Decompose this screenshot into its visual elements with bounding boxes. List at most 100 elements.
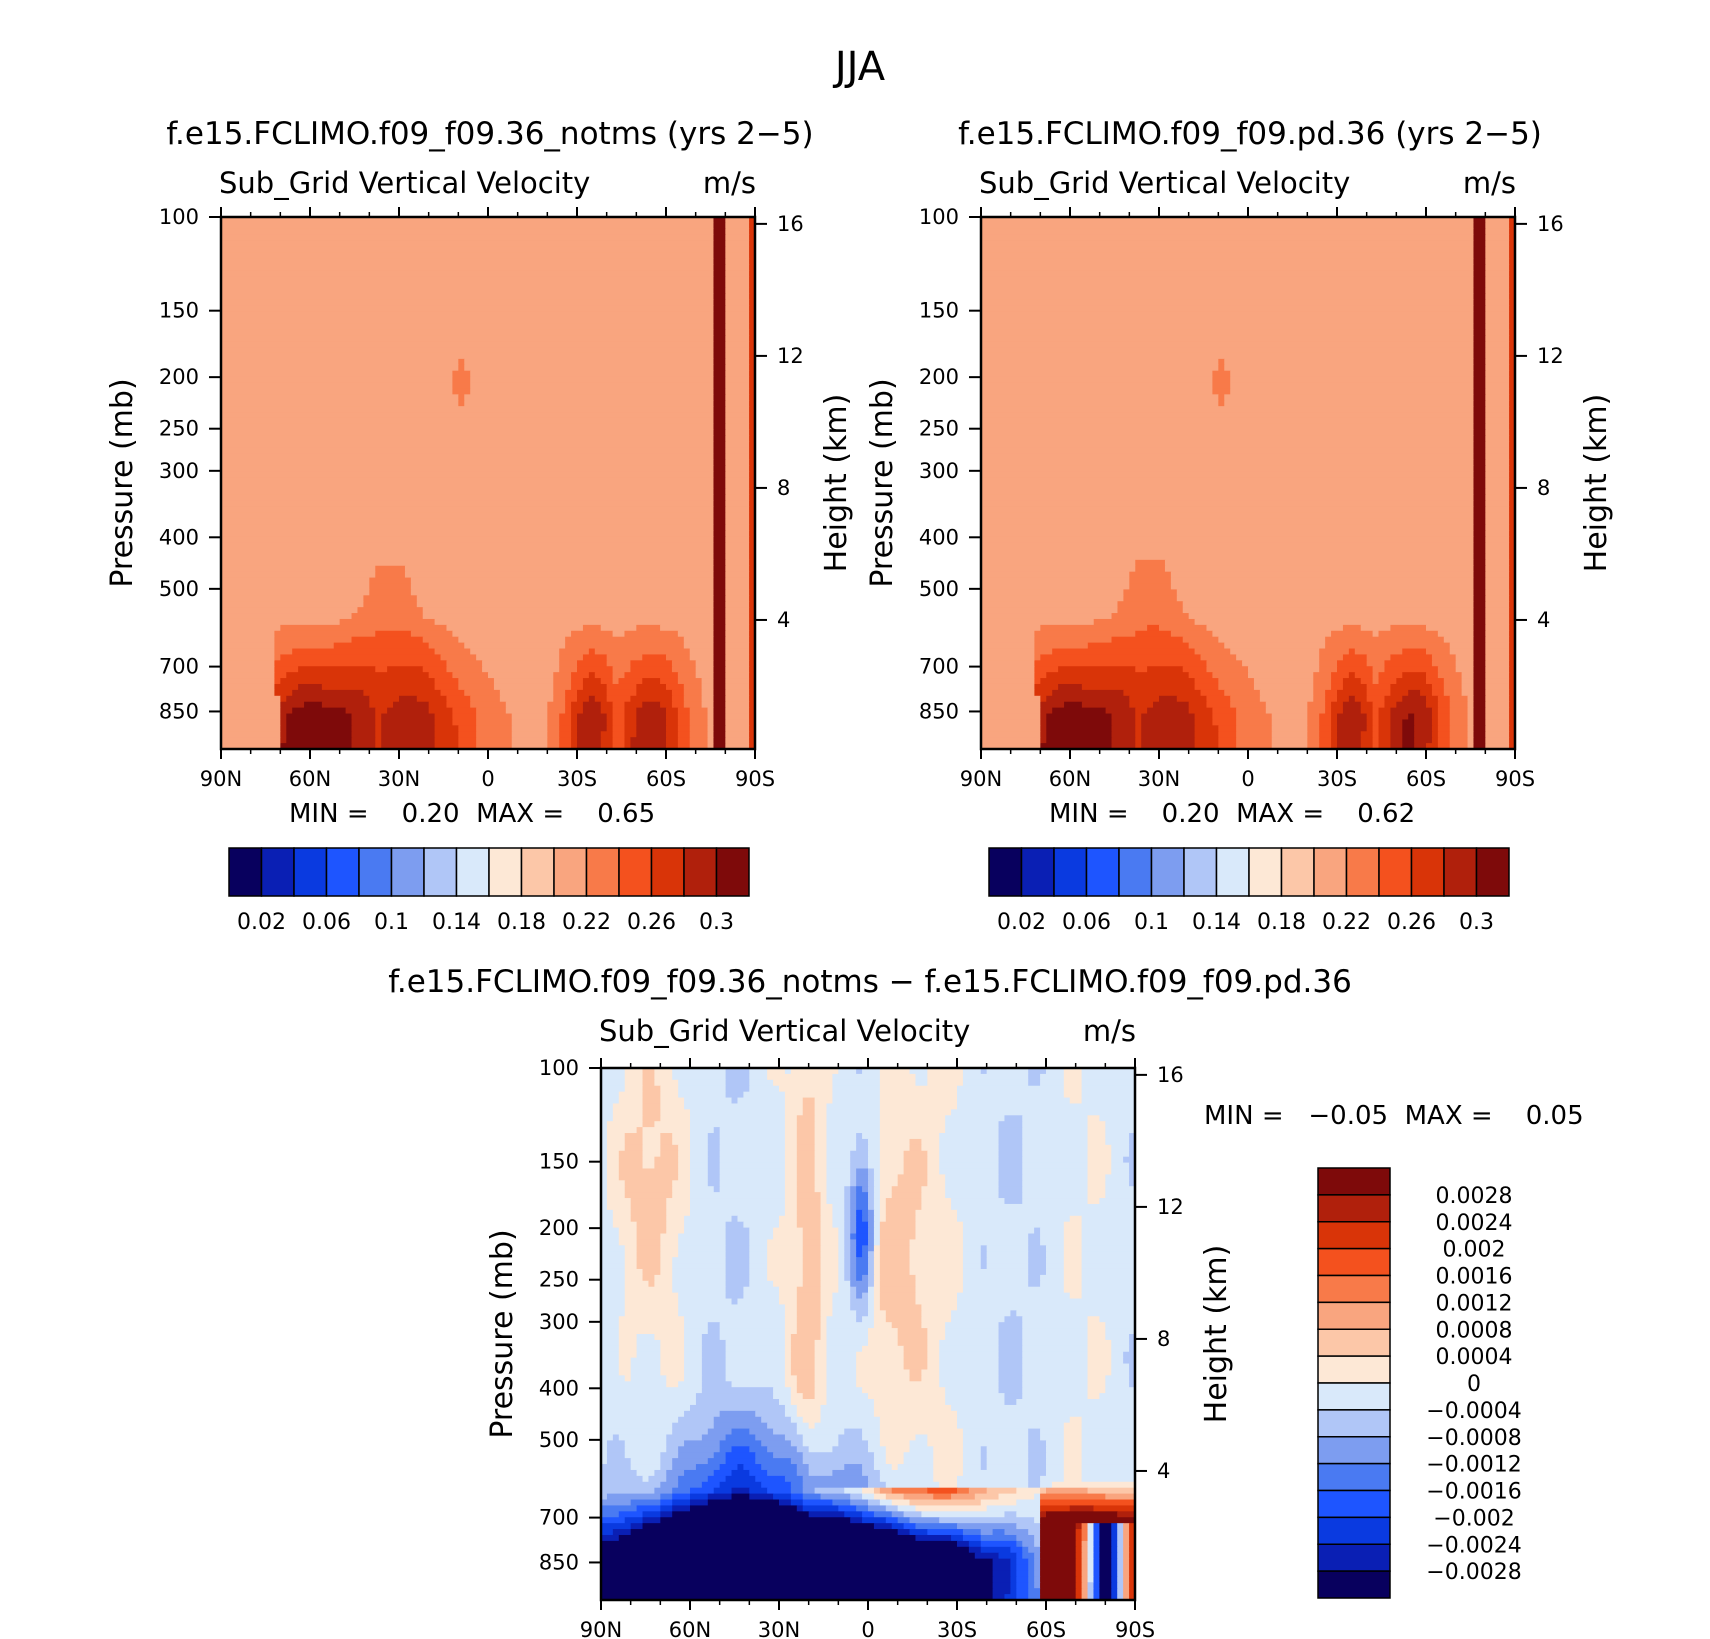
contour-cell <box>624 1446 667 1453</box>
contour-cell <box>606 1446 626 1453</box>
contour-cell <box>1509 707 1515 715</box>
contour-cell <box>981 707 1041 715</box>
contour-cell <box>826 1109 881 1116</box>
contour-cell <box>802 1458 875 1465</box>
colorbar-label: 0.3 <box>1459 910 1494 935</box>
contour-cell <box>962 1286 1065 1294</box>
contour-cell <box>856 1180 869 1187</box>
contour-cell <box>221 341 715 348</box>
contour-cell <box>1509 624 1515 632</box>
contour-cell <box>1473 630 1486 638</box>
contour-cell <box>601 1351 620 1359</box>
contour-cell <box>1473 483 1486 490</box>
contour-cell <box>1509 341 1515 348</box>
contour-cell <box>476 743 513 749</box>
contour-cell <box>802 1452 875 1459</box>
contour-cell <box>1129 1540 1135 1548</box>
contour-cell <box>713 477 726 484</box>
contour-cell <box>1485 500 1510 508</box>
contour-cell <box>998 1127 1023 1134</box>
contour-cell <box>601 1286 626 1294</box>
contour-cell <box>689 713 709 721</box>
contour-cell <box>666 743 679 749</box>
contour-cell <box>577 689 608 697</box>
contour-cell <box>998 1369 1023 1376</box>
contour-cell <box>221 441 715 449</box>
contour-cell <box>1360 678 1374 685</box>
contour-cell <box>624 1274 644 1282</box>
contour-cell <box>690 1180 709 1187</box>
contour-cell <box>1159 624 1208 632</box>
contour-cell <box>873 1221 881 1229</box>
contour-cell <box>826 1381 857 1388</box>
contour-cell <box>713 506 726 514</box>
contour-cell <box>1485 222 1510 230</box>
contour-cell <box>1473 559 1486 567</box>
contour-cell <box>862 1517 887 1524</box>
contour-cell <box>844 1263 851 1270</box>
contour-cell <box>856 1369 911 1376</box>
contour-cell <box>749 1263 768 1270</box>
panel-2-y2label: Height (km) <box>1579 394 1614 573</box>
contour-cell <box>601 1156 608 1164</box>
contour-cell <box>980 1263 988 1270</box>
contour-cell <box>1129 1552 1135 1560</box>
contour-cell <box>808 1464 845 1471</box>
panel-1-axes: 90N 60N 30N 0 30S 60S 90S100150200250300400500… <box>159 205 804 791</box>
contour-cell <box>713 654 726 661</box>
y-tick-label: 100 <box>539 1056 579 1080</box>
contour-cell <box>221 636 275 644</box>
contour-cell <box>1473 429 1486 437</box>
contour-cell <box>909 1369 922 1376</box>
contour-cell <box>1473 394 1486 401</box>
contour-cell <box>981 258 1475 265</box>
contour-cell <box>601 1209 614 1217</box>
contour-cell <box>274 630 376 638</box>
contour-cell <box>1307 701 1326 709</box>
contour-cell <box>879 1174 899 1181</box>
contour-cell <box>862 1068 881 1075</box>
contour-cell <box>998 1328 1023 1335</box>
contour-cell <box>862 1469 881 1477</box>
contour-cell <box>873 1203 881 1211</box>
contour-cell <box>885 1203 922 1211</box>
contour-cell <box>903 1493 934 1501</box>
contour-cell <box>666 707 679 715</box>
contour-cell <box>1194 678 1219 685</box>
contour-cell <box>618 1097 644 1105</box>
contour-cell <box>636 1505 661 1512</box>
contour-cell <box>1485 542 1510 549</box>
contour-cell <box>826 1115 881 1122</box>
contour-cell <box>725 264 750 271</box>
contour-cell <box>1093 1564 1100 1572</box>
contour-cell <box>749 1280 774 1288</box>
contour-cell <box>998 1552 1017 1560</box>
colorbar-box <box>390 847 425 897</box>
contour-cell <box>981 465 1475 472</box>
contour-cell <box>690 1156 709 1164</box>
contour-cell <box>814 1115 828 1122</box>
contour-cell <box>749 713 755 721</box>
contour-cell <box>814 1127 828 1134</box>
contour-cell <box>1010 1310 1017 1317</box>
contour-cell <box>814 1369 828 1376</box>
contour-cell <box>428 707 453 715</box>
contour-cell <box>713 1422 768 1430</box>
contour-cell <box>1473 329 1486 336</box>
contour-cell <box>1063 1475 1083 1483</box>
contour-cell <box>470 376 715 384</box>
contour-cell <box>862 1511 875 1518</box>
contour-cell <box>826 1198 845 1205</box>
contour-cell <box>981 577 1130 585</box>
contour-cell <box>986 1257 1029 1264</box>
contour-cell <box>1473 571 1486 579</box>
contour-cell <box>600 737 614 744</box>
contour-cell <box>814 1180 828 1187</box>
contour-cell <box>1081 1529 1089 1536</box>
contour-cell <box>1485 435 1510 443</box>
contour-cell <box>286 737 353 744</box>
contour-cell <box>868 1138 881 1146</box>
contour-cell <box>850 1156 869 1164</box>
contour-cell <box>713 240 726 248</box>
contour-cell <box>1123 1576 1130 1583</box>
